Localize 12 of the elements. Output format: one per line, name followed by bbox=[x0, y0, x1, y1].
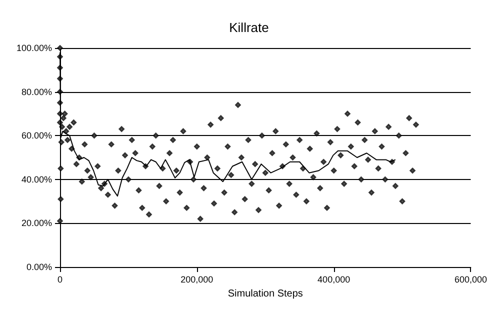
y-tick-label: 60.00% bbox=[21, 130, 52, 141]
x-axis-title: Simulation Steps bbox=[228, 288, 303, 300]
y-tick-label: 40.00% bbox=[21, 174, 52, 184]
x-tick-label: 600,000 bbox=[454, 274, 488, 284]
x-tick-label: 0 bbox=[57, 274, 63, 284]
y-tick-label: 0.00% bbox=[26, 262, 52, 272]
y-tick-label: 100.00% bbox=[16, 43, 52, 53]
y-tick-label: 80.00% bbox=[21, 86, 52, 97]
x-tick-label: 400,000 bbox=[318, 274, 350, 284]
y-tick-label: 20.00% bbox=[21, 218, 52, 228]
chart-title: Killrate bbox=[229, 20, 269, 35]
x-tick-label: 200,000 bbox=[180, 274, 214, 284]
